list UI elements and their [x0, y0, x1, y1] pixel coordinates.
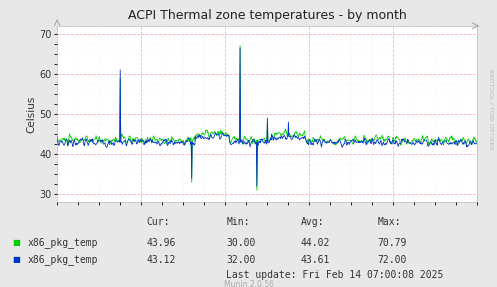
Text: 30.00: 30.00 [226, 238, 255, 247]
Text: ■: ■ [12, 255, 20, 264]
Text: Last update: Fri Feb 14 07:00:08 2025: Last update: Fri Feb 14 07:00:08 2025 [226, 270, 443, 280]
Text: 70.79: 70.79 [378, 238, 407, 247]
Text: Cur:: Cur: [147, 217, 170, 227]
Text: Avg:: Avg: [301, 217, 324, 227]
Y-axis label: Celsius: Celsius [26, 95, 36, 133]
Text: RRDTOOL / TOBI OETIKER: RRDTOOL / TOBI OETIKER [489, 69, 494, 150]
Text: 43.61: 43.61 [301, 255, 330, 265]
Text: x86_pkg_temp: x86_pkg_temp [27, 237, 98, 248]
Text: ■: ■ [12, 238, 20, 247]
Text: x86_pkg_temp: x86_pkg_temp [27, 254, 98, 265]
Text: 43.12: 43.12 [147, 255, 176, 265]
Title: ACPI Thermal zone temperatures - by month: ACPI Thermal zone temperatures - by mont… [128, 9, 407, 22]
Text: 44.02: 44.02 [301, 238, 330, 247]
Text: 72.00: 72.00 [378, 255, 407, 265]
Text: Munin 2.0.56: Munin 2.0.56 [224, 280, 273, 287]
Text: 32.00: 32.00 [226, 255, 255, 265]
Text: 43.96: 43.96 [147, 238, 176, 247]
Text: Min:: Min: [226, 217, 249, 227]
Text: Max:: Max: [378, 217, 401, 227]
